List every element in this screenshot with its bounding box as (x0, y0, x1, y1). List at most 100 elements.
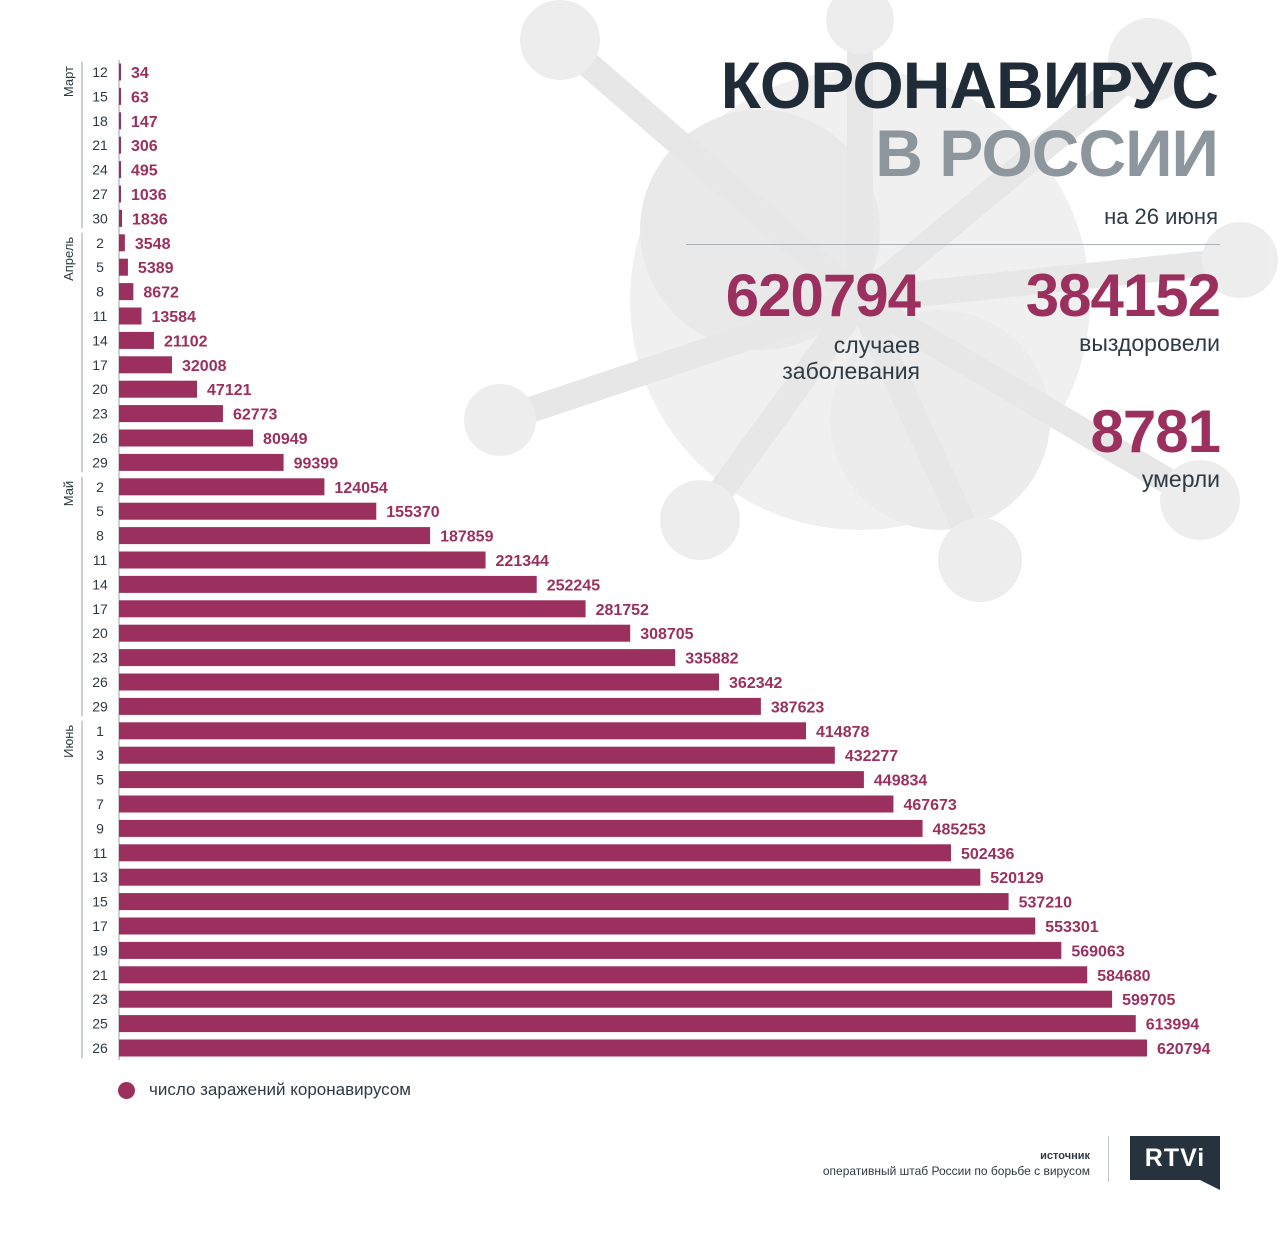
source-title: источник (1040, 1150, 1090, 1162)
bar-26 (119, 697, 761, 715)
tick-label-28: 3 (96, 747, 104, 763)
bar-15 (119, 429, 254, 447)
bar-30 (119, 795, 894, 813)
bar-25 (119, 673, 720, 691)
data-label-17: 124054 (334, 480, 387, 497)
tick-label-5: 27 (92, 186, 108, 202)
data-label-8: 5389 (138, 260, 174, 277)
bar-14 (119, 405, 223, 423)
tick-label-17: 2 (96, 479, 104, 495)
source-block: источник оперативный штаб России по борь… (823, 1150, 1090, 1178)
bar-32 (119, 844, 952, 862)
tick-label-32: 11 (93, 845, 108, 861)
tick-label-31: 9 (96, 820, 104, 836)
data-label-40: 620794 (1157, 1041, 1210, 1058)
data-label-33: 520129 (990, 870, 1043, 887)
tick-label-16: 29 (92, 454, 108, 470)
data-label-4: 495 (131, 163, 158, 180)
tick-label-34: 15 (92, 894, 108, 910)
tick-label-15: 26 (92, 430, 108, 446)
month-labels: Март Апрель Май Июнь (61, 60, 120, 1060)
bar-29 (119, 771, 864, 789)
bar-17 (119, 478, 325, 496)
tick-label-11: 14 (92, 332, 108, 348)
bar-40 (119, 1039, 1147, 1057)
data-label-2: 147 (131, 114, 158, 131)
data-label-7: 3548 (135, 236, 171, 253)
bar-11 (119, 331, 154, 349)
data-label-19: 187859 (440, 529, 493, 546)
deaths-number: 8781 (1090, 398, 1221, 465)
bar-33 (119, 868, 981, 886)
bar-10 (119, 307, 142, 325)
data-label-12: 32008 (182, 358, 227, 375)
bar-7 (119, 234, 125, 252)
bar-37 (119, 966, 1088, 984)
divider (686, 244, 1220, 245)
tick-label-29: 5 (96, 772, 104, 788)
data-label-16: 99399 (294, 455, 339, 472)
title-line-2: В РОССИИ (875, 116, 1219, 190)
tick-label-39: 25 (92, 1016, 108, 1032)
bar-6 (119, 209, 123, 227)
tick-label-7: 2 (96, 235, 104, 251)
month-label-0: Март (61, 66, 76, 97)
data-label-23: 308705 (640, 626, 693, 643)
bar-31 (119, 819, 923, 837)
bar-2 (119, 112, 121, 130)
data-label-30: 467673 (903, 797, 956, 814)
title-line-1: КОРОНАВИРУС (720, 48, 1219, 122)
data-label-32: 502436 (961, 846, 1014, 863)
tick-label-19: 8 (96, 528, 104, 544)
source-divider (1108, 1136, 1109, 1182)
data-label-10: 13584 (151, 309, 196, 326)
month-label-3: Июнь (61, 725, 76, 758)
data-label-26: 387623 (771, 699, 824, 716)
recovered-number: 384152 (1025, 262, 1221, 329)
bar-35 (119, 917, 1036, 935)
month-label-2: Май (61, 481, 76, 506)
bar-20 (119, 551, 486, 569)
data-label-5: 1036 (131, 187, 167, 204)
legend-label: число заражений коронавирусом (149, 1080, 411, 1099)
bar-18 (119, 502, 377, 520)
bar-39 (119, 1015, 1136, 1033)
tick-label-13: 20 (92, 381, 108, 397)
tick-label-10: 11 (93, 308, 108, 324)
cases-label-line-1: случаев (833, 332, 920, 358)
date-label: на 26 июня (1104, 204, 1218, 229)
category-tick-labels: 1215182124273025811141720232629258111417… (92, 64, 108, 1056)
data-label-25: 362342 (729, 675, 782, 692)
tick-label-14: 23 (92, 406, 108, 422)
deaths-label: умерли (1141, 466, 1220, 492)
data-label-29: 449834 (874, 773, 927, 790)
tick-label-4: 24 (92, 162, 108, 178)
tick-label-36: 19 (92, 942, 108, 958)
bar-3 (119, 136, 121, 154)
data-label-1: 63 (131, 89, 149, 106)
data-label-20: 221344 (496, 553, 549, 570)
bar-1 (119, 87, 121, 105)
bar-16 (119, 453, 284, 471)
bar-21 (119, 575, 537, 593)
data-label-0: 34 (131, 65, 149, 82)
bars (119, 63, 1147, 1057)
data-label-27: 414878 (816, 724, 869, 741)
data-label-18: 155370 (386, 504, 439, 521)
tick-label-33: 13 (92, 869, 108, 885)
bar-8 (119, 258, 128, 276)
bar-9 (119, 283, 134, 301)
data-label-38: 599705 (1122, 992, 1175, 1009)
data-label-39: 613994 (1146, 1017, 1199, 1034)
data-label-21: 252245 (547, 577, 600, 594)
tick-label-30: 7 (96, 796, 104, 812)
tick-label-3: 21 (92, 137, 108, 153)
tick-label-8: 5 (96, 259, 104, 275)
tick-label-38: 23 (92, 991, 108, 1007)
tick-label-21: 14 (92, 576, 108, 592)
tick-label-23: 20 (92, 625, 108, 641)
data-label-3: 306 (131, 138, 158, 155)
bar-12 (119, 356, 173, 374)
